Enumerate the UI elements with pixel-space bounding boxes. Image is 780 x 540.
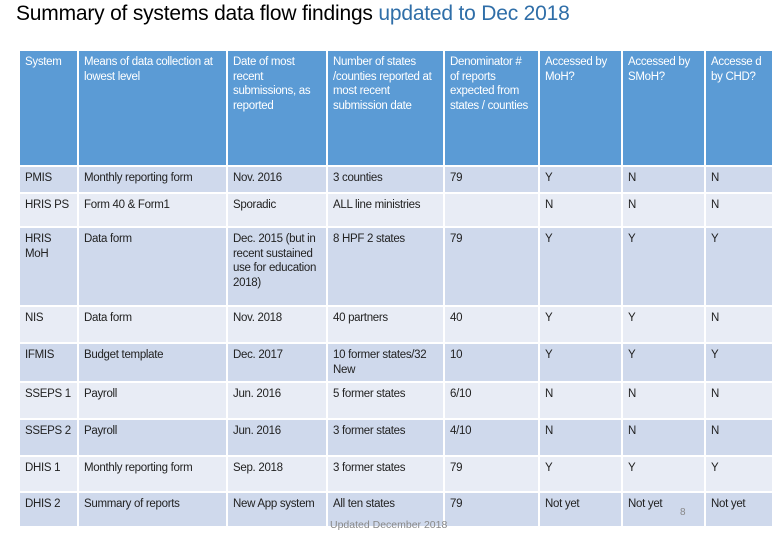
table-cell: 4/10 <box>443 418 540 457</box>
title-main: Summary of systems data flow findings <box>16 2 379 25</box>
column-header: Means of data collection at lowest level <box>77 49 228 167</box>
table-cell: Nov. 2018 <box>226 305 328 344</box>
table-cell: Y <box>621 455 706 493</box>
column-header: Denominator # of reports expected from s… <box>443 49 540 167</box>
table-cell: Y <box>704 455 774 493</box>
table-cell: 5 former states <box>326 381 445 420</box>
table-cell: 3 former states <box>326 418 445 457</box>
table-cell: HRIS PS <box>18 192 79 228</box>
table-cell: N <box>704 192 774 228</box>
table-cell: N <box>704 418 774 457</box>
table-cell: Monthly reporting form <box>77 455 228 493</box>
table-cell: Jun. 2016 <box>226 418 328 457</box>
table-cell: Y <box>538 226 623 307</box>
table-row: DHIS 2 Summary of reports New App system Al… <box>18 491 774 528</box>
table-cell: Budget template <box>77 342 228 383</box>
table-cell: Dec. 2017 <box>226 342 328 383</box>
table-cell: Summary of reports <box>77 491 228 528</box>
table-cell: 79 <box>443 226 540 307</box>
table-cell: Jun. 2016 <box>226 381 328 420</box>
table-cell: Form 40 & Form1 <box>77 192 228 228</box>
table-cell: Not yet <box>538 491 623 528</box>
table-cell: 10 <box>443 342 540 383</box>
table-cell: Data form <box>77 305 228 344</box>
table-cell: SSEPS 2 <box>18 418 79 457</box>
table-row: DHIS 1 Monthly reporting form Sep. 2018 3 f… <box>18 455 774 493</box>
title-highlight: updated to Dec 2018 <box>378 2 570 25</box>
table-cell: N <box>538 418 623 457</box>
table-cell: N <box>704 165 774 194</box>
table-cell: 8 HPF 2 states <box>326 226 445 307</box>
footer-note: Updated December 2018 <box>330 519 448 531</box>
table-cell: N <box>704 381 774 420</box>
table-cell: Y <box>538 342 623 383</box>
table-cell: Nov. 2016 <box>226 165 328 194</box>
header-row: System Means of data collection at lowest… <box>18 49 774 167</box>
slide-title: Summary of systems data flow findings up… <box>16 2 696 26</box>
table-cell: Y <box>704 226 774 307</box>
table-cell: SSEPS 1 <box>18 381 79 420</box>
table-cell: Y <box>538 165 623 194</box>
table-cell: Dec. 2015 (but in recent sustained use f… <box>226 226 328 307</box>
column-header: System <box>18 49 79 167</box>
table-cell: Not yet <box>704 491 774 528</box>
table-cell: Payroll <box>77 381 228 420</box>
table-cell: Sep. 2018 <box>226 455 328 493</box>
table-cell: N <box>621 418 706 457</box>
column-header: Date of most recent submissions, as repo… <box>226 49 328 167</box>
table-cell: Y <box>704 342 774 383</box>
table-cell: N <box>621 165 706 194</box>
table-cell: N <box>538 381 623 420</box>
column-header: Accessed by MoH? <box>538 49 623 167</box>
table-cell: Not yet <box>621 491 706 528</box>
table-cell: Data form <box>77 226 228 307</box>
column-header: Number of states /counties reported at m… <box>326 49 445 167</box>
table-cell: Payroll <box>77 418 228 457</box>
findings-table: System Means of data collection at lowest… <box>18 49 774 528</box>
table-row: HRIS MoH Data form Dec. 2015 (but in recen… <box>18 226 774 307</box>
table-cell: N <box>538 192 623 228</box>
table-cell: Y <box>538 455 623 493</box>
table-cell: NIS <box>18 305 79 344</box>
table-cell: N <box>704 305 774 344</box>
table-cell: Y <box>538 305 623 344</box>
table-cell: New App system <box>226 491 328 528</box>
table-cell: 79 <box>443 165 540 194</box>
table-cell: 6/10 <box>443 381 540 420</box>
table-cell: Y <box>621 342 706 383</box>
table-cell: IFMIS <box>18 342 79 383</box>
table-row: PMIS Monthly reporting form Nov. 2016 3 cou… <box>18 165 774 194</box>
table-cell: HRIS MoH <box>18 226 79 307</box>
table-cell: Y <box>621 305 706 344</box>
table-row: SSEPS 2 Payroll Jun. 2016 3 former states 4/… <box>18 418 774 457</box>
table-cell: 79 <box>443 491 540 528</box>
table-row: HRIS PS Form 40 & Form1 Sporadic ALL line m… <box>18 192 774 228</box>
table-cell: ALL line ministries <box>326 192 445 228</box>
column-header: Accesse d by CHD? <box>704 49 774 167</box>
table-cell: N <box>621 192 706 228</box>
column-header: Accessed by SMoH? <box>621 49 706 167</box>
table-cell: Monthly reporting form <box>77 165 228 194</box>
table-cell: 10 former states/32 New <box>326 342 445 383</box>
table-cell: 40 <box>443 305 540 344</box>
table-row: NIS Data form Nov. 2018 40 partners 40 Y Y N <box>18 305 774 344</box>
table-cell: Sporadic <box>226 192 328 228</box>
table-cell: N <box>621 381 706 420</box>
table-cell: 3 former states <box>326 455 445 493</box>
table-cell: DHIS 2 <box>18 491 79 528</box>
table-row: SSEPS 1 Payroll Jun. 2016 5 former states 6/… <box>18 381 774 420</box>
table-cell: DHIS 1 <box>18 455 79 493</box>
table-cell: All ten states <box>326 491 445 528</box>
table-cell: 3 counties <box>326 165 445 194</box>
table-cell: 79 <box>443 455 540 493</box>
table-cell: 40 partners <box>326 305 445 344</box>
table-cell: Y <box>621 226 706 307</box>
page-number: 8 <box>680 507 686 518</box>
table-cell: PMIS <box>18 165 79 194</box>
table-row: IFMIS Budget template Dec. 2017 10 former s… <box>18 342 774 383</box>
table-cell <box>443 192 540 228</box>
